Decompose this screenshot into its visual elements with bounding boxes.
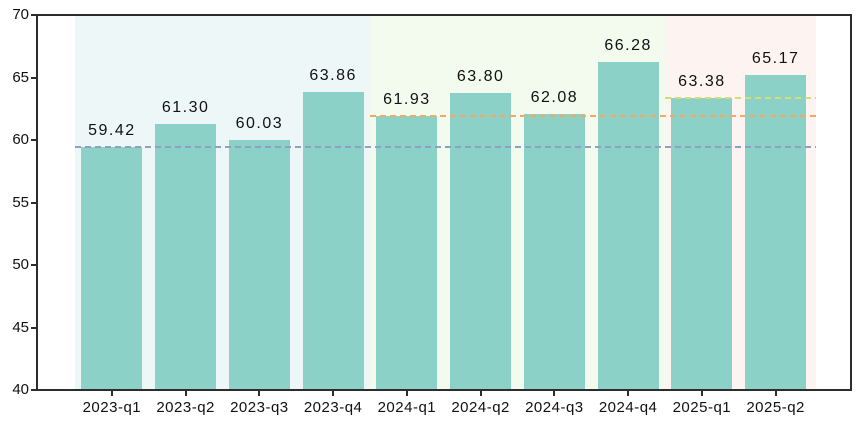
x-axis-tick (110, 390, 113, 396)
y-axis-tick (31, 14, 37, 16)
bar-2025-q2 (745, 75, 807, 390)
x-axis-tick (700, 390, 703, 396)
x-axis-label: 2023-q1 (82, 399, 142, 416)
x-axis-tick (553, 390, 556, 396)
y-axis-tick (31, 264, 37, 266)
y-axis-tick (31, 326, 37, 329)
x-axis-label: 2024-q4 (598, 399, 658, 416)
x-axis-tick (258, 390, 261, 396)
bar-2024-q2 (450, 92, 512, 390)
x-axis-tick (774, 390, 777, 396)
reference-line-2023-q1-level (75, 146, 817, 149)
bar-value-label: 62.08 (530, 89, 579, 106)
bar-2024-q4 (597, 61, 659, 390)
bar-value-label: 66.28 (604, 36, 652, 54)
x-axis-tick (405, 390, 408, 396)
y-axis-tick (31, 201, 37, 204)
bar-value-label: 65.17 (751, 50, 800, 68)
bar-value-label: 59.42 (88, 122, 136, 140)
x-axis-label: 2023-q2 (156, 399, 215, 416)
bar-value-label: 61.93 (383, 90, 431, 108)
x-axis-tick (627, 390, 630, 396)
bar-2024-q3 (523, 114, 585, 390)
y-axis-label: 50 (12, 256, 29, 273)
reference-line-2024-q1-level (370, 114, 817, 117)
x-axis-label: 2023-q4 (303, 399, 363, 416)
y-axis-tick (31, 76, 37, 79)
bar-2023-q4 (302, 91, 364, 390)
bar-value-label: 60.03 (235, 114, 284, 132)
reference-line-2025-q1-level (665, 96, 817, 99)
x-axis-label: 2024-q1 (377, 399, 437, 416)
y-axis-tick (31, 139, 37, 141)
bar-2023-q2 (155, 123, 217, 390)
y-axis-label: 60 (12, 131, 29, 148)
x-axis-label: 2025-q1 (672, 399, 732, 416)
bar-2024-q1 (376, 115, 438, 390)
y-axis-label: 45 (12, 318, 29, 336)
y-axis-label: 70 (12, 6, 29, 23)
x-axis-label: 2023-q3 (230, 399, 289, 416)
x-axis-label: 2024-q3 (525, 399, 584, 416)
bar-2023-q1 (81, 147, 143, 390)
bar-2023-q3 (228, 139, 290, 390)
bar-value-label: 63.38 (678, 72, 726, 90)
bar-value-label: 63.80 (456, 67, 505, 85)
x-axis-tick (184, 390, 187, 396)
bar-2025-q1 (671, 97, 733, 390)
bar-value-label: 63.86 (309, 66, 357, 84)
x-axis-tick (479, 390, 482, 396)
x-axis-tick (332, 390, 335, 396)
y-axis-label: 55 (12, 193, 29, 211)
y-axis-label: 40 (12, 381, 29, 398)
x-axis-label: 2024-q2 (451, 399, 510, 416)
bar-value-label: 61.30 (161, 98, 210, 116)
y-axis-label: 65 (12, 68, 29, 86)
y-axis-tick (31, 389, 37, 391)
plot-area: 59.42 61.30 60.03 63.86 61.93 63.80 62.08 66.28… (37, 15, 851, 390)
x-axis-label: 2025-q2 (746, 399, 805, 416)
